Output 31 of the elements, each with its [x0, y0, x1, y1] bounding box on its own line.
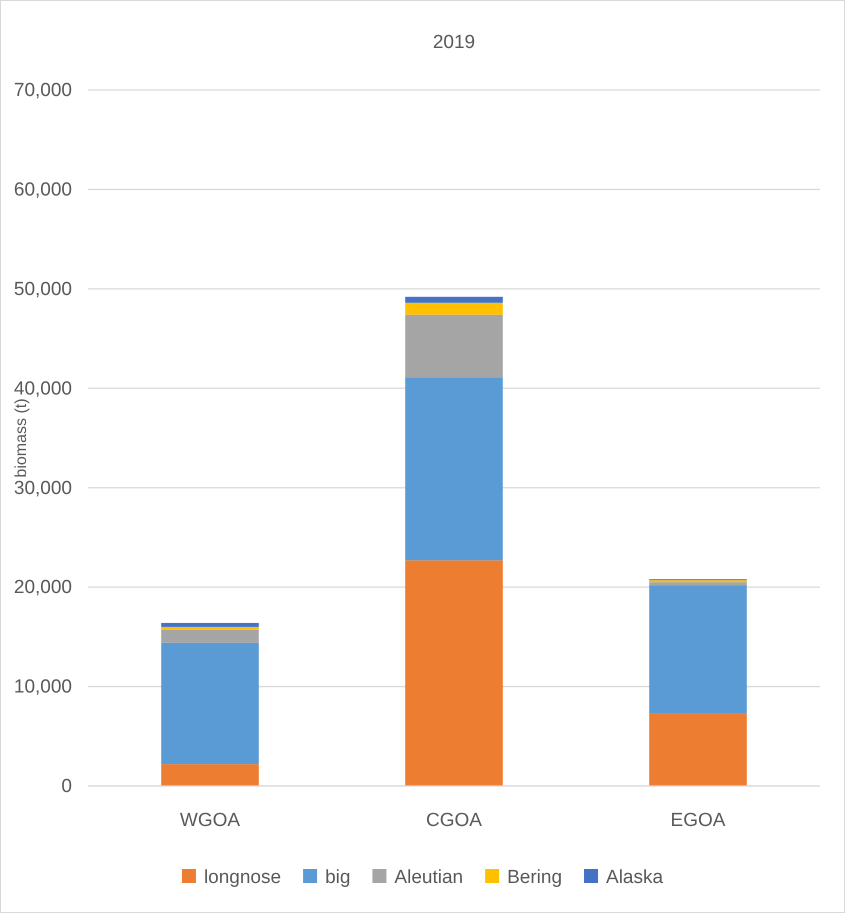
bar — [161, 764, 259, 786]
bar — [405, 314, 503, 378]
bar — [161, 622, 259, 627]
legend-label: Bering — [507, 867, 562, 888]
legend-label: big — [325, 867, 350, 888]
chart-title: 2019 — [432, 32, 476, 53]
x-tick-label: CGOA — [426, 810, 482, 831]
bar — [161, 642, 259, 764]
bar — [649, 585, 747, 714]
bar — [649, 582, 747, 586]
x-tick-label: WGOA — [180, 810, 240, 831]
y-tick-label: 10,000 — [14, 676, 72, 698]
x-tick-label: EGOA — [670, 810, 726, 831]
legend-label: Aleutian — [394, 867, 464, 888]
y-tick-label: 70,000 — [14, 80, 72, 102]
bar — [405, 302, 503, 315]
y-tick-label: 0 — [61, 776, 72, 798]
bar — [161, 626, 259, 630]
y-tick-label: 30,000 — [14, 478, 72, 499]
bar — [405, 296, 503, 303]
bar — [405, 377, 503, 560]
y-tick-label: 60,000 — [14, 180, 72, 201]
y-axis-title: biomass (t) — [13, 398, 30, 478]
bar — [405, 560, 503, 786]
y-tick-label: 50,000 — [14, 278, 72, 300]
y-tick-label: 40,000 — [14, 378, 72, 400]
y-tick-label: 20,000 — [14, 577, 72, 598]
legend-label: longnose — [204, 867, 282, 888]
bar — [649, 713, 747, 786]
bar — [161, 630, 259, 643]
legend-label: Alaska — [606, 867, 664, 888]
